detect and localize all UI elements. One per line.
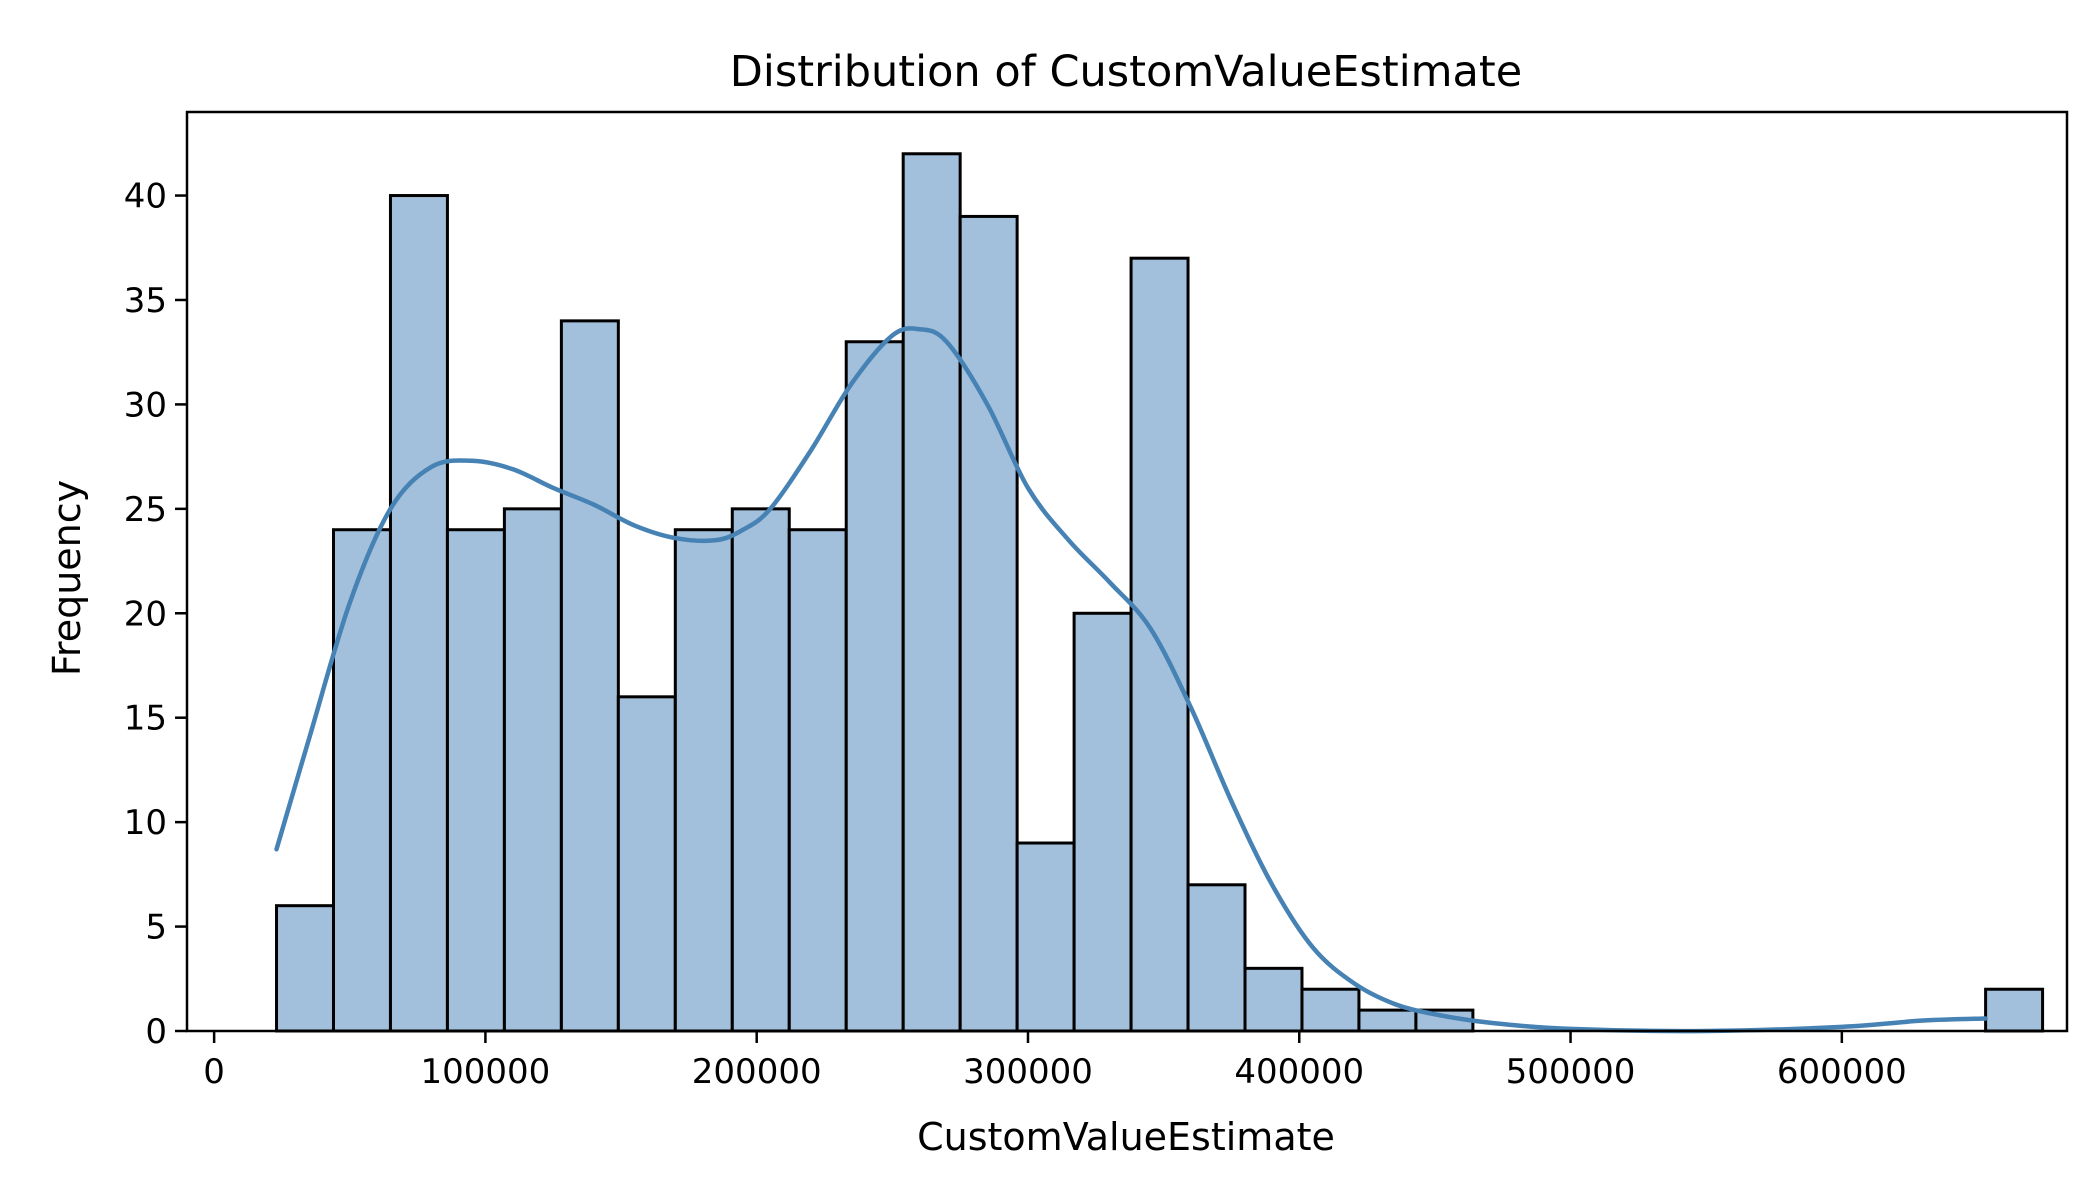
histogram-bar: [502, 507, 563, 1033]
x-tick-label: 300000: [963, 1052, 1093, 1092]
y-tick-label: 35: [124, 281, 167, 321]
x-axis-ticks: 0 100000 200000 300000 400000 500000 600000: [203, 1031, 1907, 1092]
chart-title: Distribution of CustomValueEstimate: [730, 47, 1522, 97]
histogram-bar: [730, 507, 791, 1033]
histogram-bar: [445, 528, 506, 1033]
plot-frame: [185, 110, 2069, 1033]
y-tick-label: 5: [145, 908, 167, 948]
y-tick-label: 30: [124, 385, 167, 425]
histogram-bar: [787, 528, 848, 1033]
x-tick-label: 500000: [1506, 1052, 1636, 1092]
y-tick-label: 25: [124, 490, 167, 530]
histogram-bar: [1984, 987, 2045, 1033]
histogram-bar: [1072, 611, 1133, 1033]
x-tick-label: 0: [203, 1052, 225, 1092]
histogram-bar: [844, 340, 905, 1033]
histogram-bar: [673, 528, 734, 1033]
histogram-bar: [901, 152, 962, 1033]
histogram-bar: [616, 695, 677, 1033]
histogram-bar: [1357, 1008, 1418, 1033]
y-tick-label: 0: [145, 1012, 167, 1052]
kde-curve: [274, 326, 1988, 1034]
histogram-bar: [1243, 966, 1304, 1033]
histogram-bar: [958, 214, 1019, 1033]
x-tick-label: 400000: [1234, 1052, 1364, 1092]
histogram-bar: [331, 528, 392, 1033]
histogram-bars: [275, 152, 2045, 1033]
histogram-bar: [1015, 841, 1076, 1033]
x-tick-label: 200000: [692, 1052, 822, 1092]
histogram-bar: [559, 319, 620, 1033]
histogram-bar: [275, 904, 335, 1033]
y-axis-label: Frequency: [45, 480, 89, 676]
histogram-bar: [1300, 987, 1361, 1033]
histogram-bar: [388, 194, 449, 1033]
y-tick-label: 20: [124, 594, 167, 634]
y-tick-label: 40: [124, 177, 167, 217]
y-axis-ticks: 0 5 10 15 20 25 30 35 40: [124, 177, 187, 1052]
y-tick-label: 15: [124, 699, 167, 739]
x-tick-label: 600000: [1777, 1052, 1907, 1092]
x-tick-label: 100000: [421, 1052, 551, 1092]
y-tick-label: 10: [124, 803, 167, 843]
x-axis-label: CustomValueEstimate: [917, 1115, 1335, 1159]
histogram-bar: [1186, 883, 1247, 1033]
